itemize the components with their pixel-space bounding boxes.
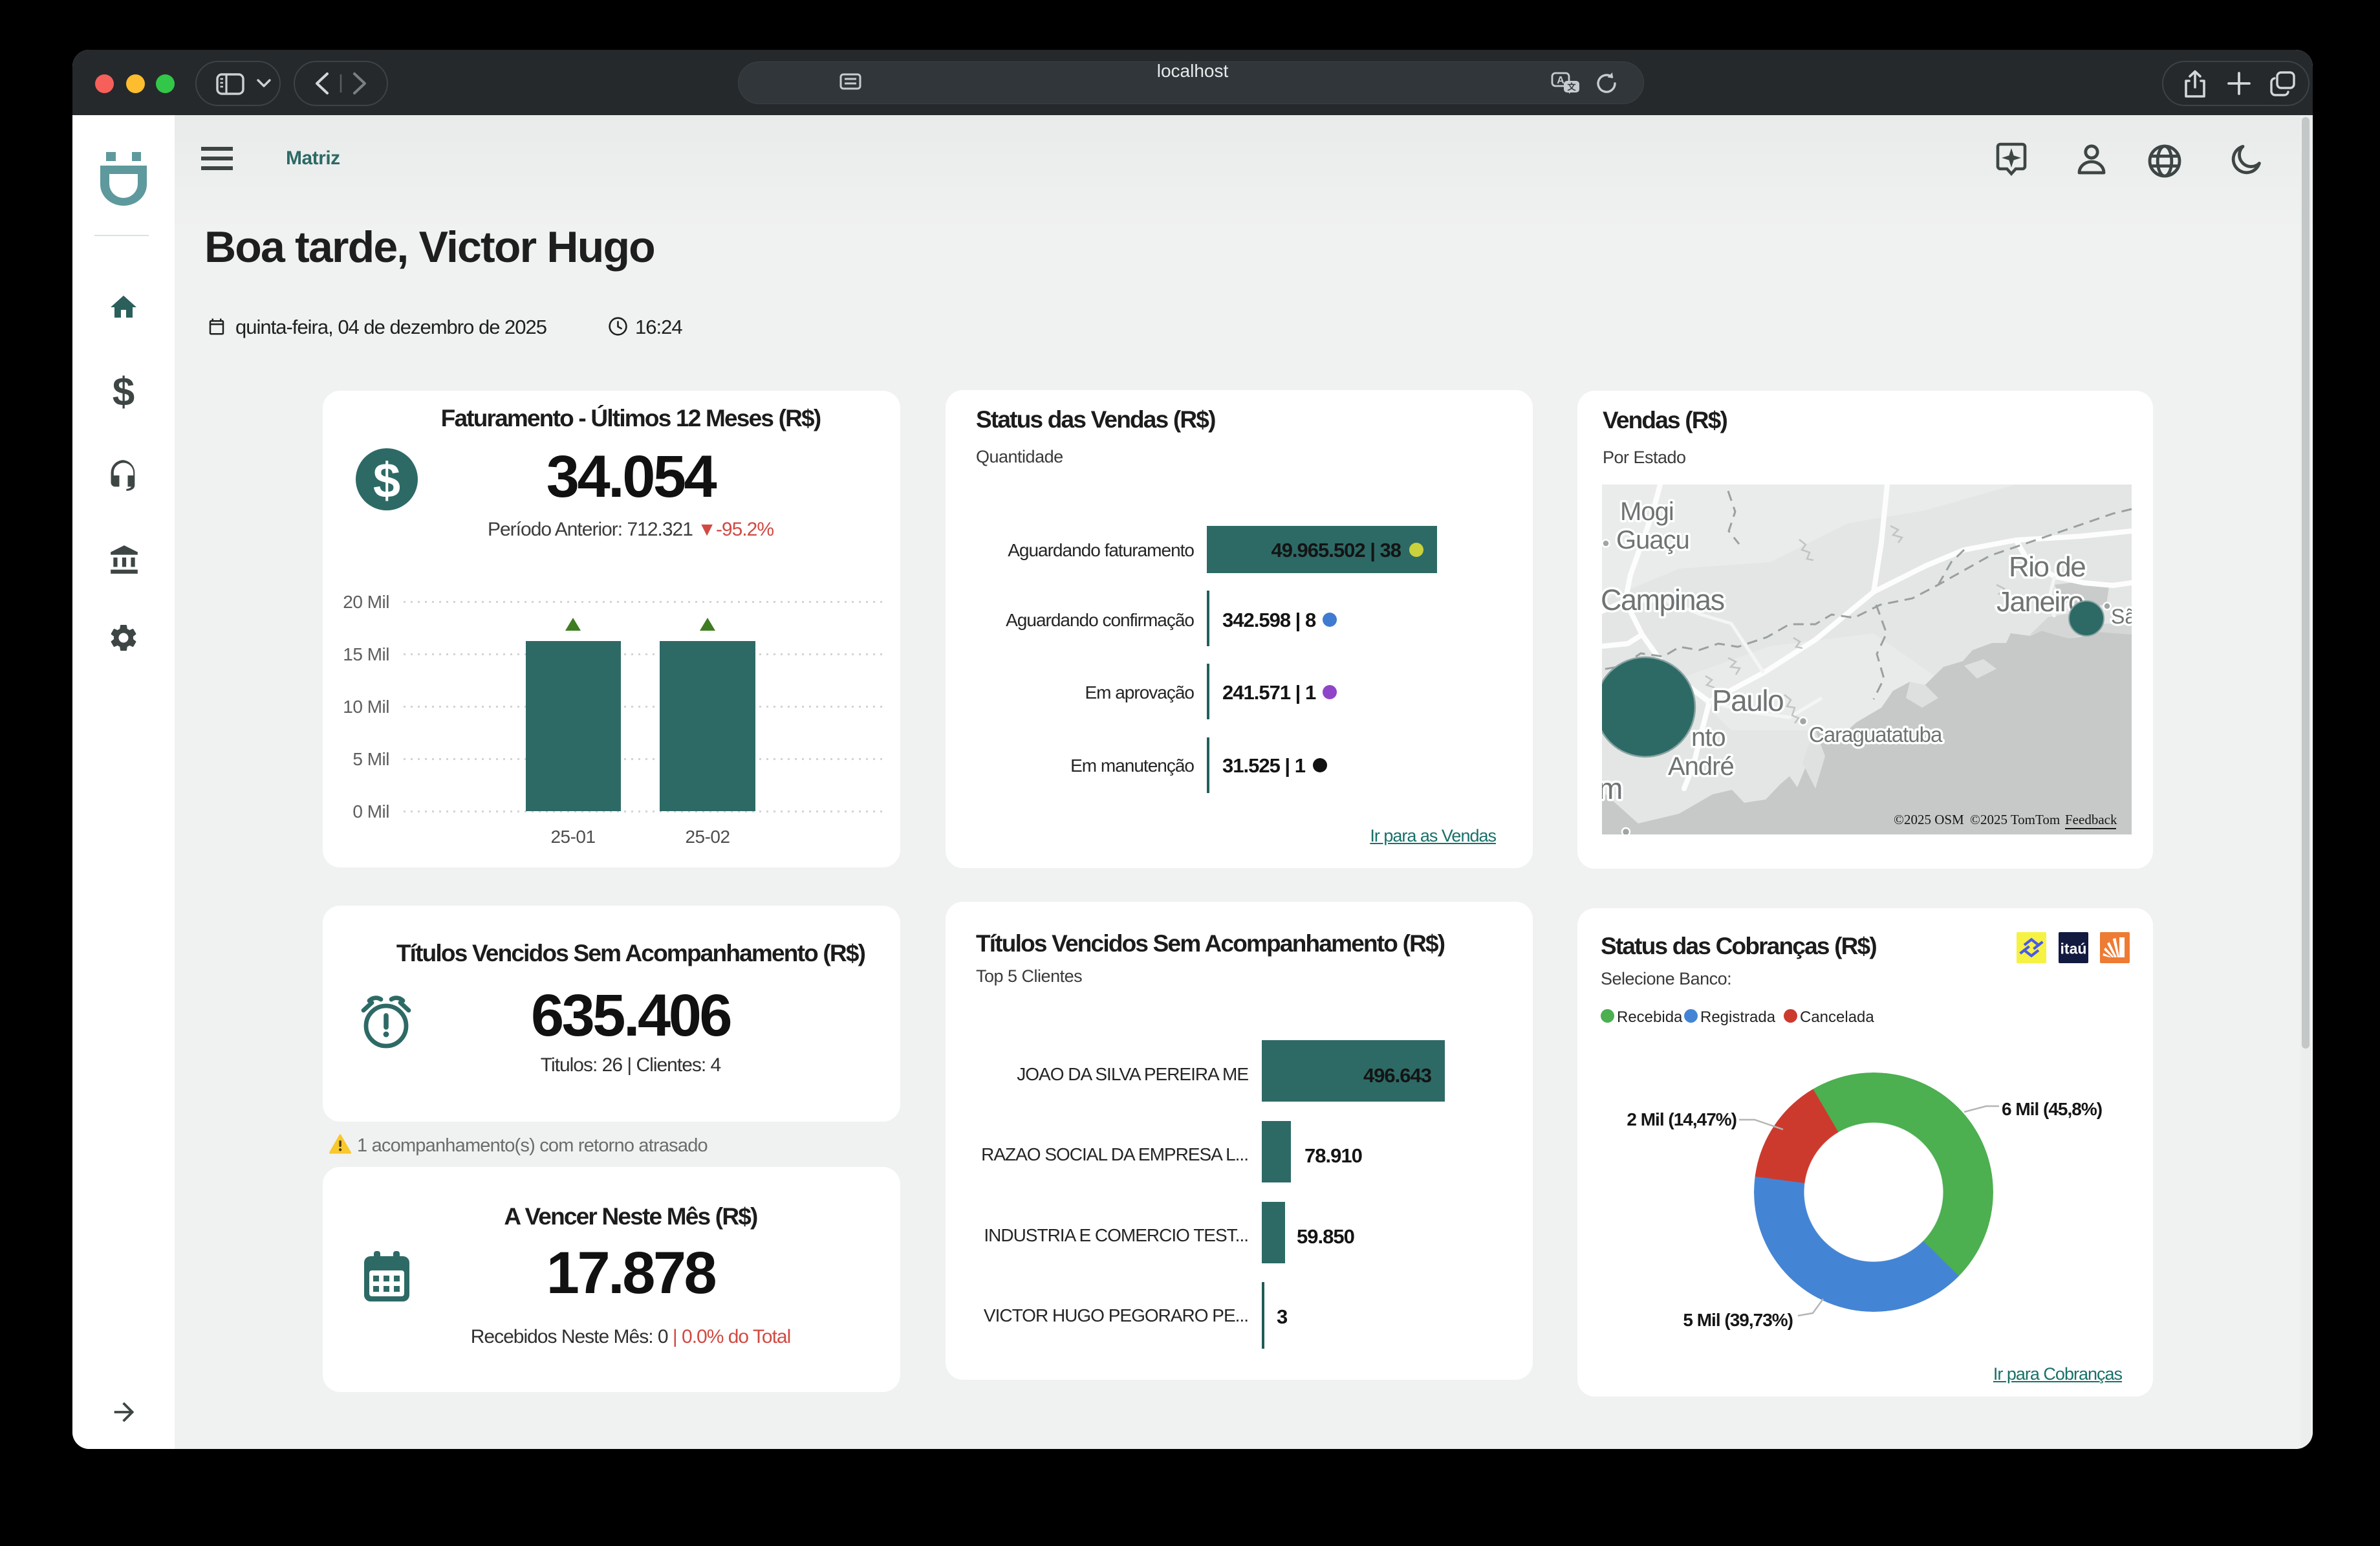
- svg-text:Mogi: Mogi: [1620, 497, 1674, 526]
- svg-text:Guaçu: Guaçu: [1616, 526, 1689, 554]
- svg-text:m: m: [1602, 772, 1623, 805]
- svg-text:Campinas: Campinas: [1602, 583, 1724, 616]
- svg-text:Rio de: Rio de: [2009, 551, 2085, 583]
- svg-text:Caraguatatuba: Caraguatatuba: [1809, 723, 1943, 746]
- svg-text:$: $: [373, 453, 400, 508]
- svg-text:Sã: Sã: [2111, 605, 2132, 628]
- svg-text:André: André: [1668, 752, 1734, 781]
- svg-text:itaú: itaú: [2061, 941, 2087, 957]
- svg-text:Janeiro: Janeiro: [1996, 586, 2083, 618]
- svg-text:Feedback: Feedback: [2065, 812, 2117, 827]
- svg-text:©2025 TomTom: ©2025 TomTom: [1970, 812, 2060, 827]
- svg-text:Paulo: Paulo: [1712, 684, 1783, 717]
- svg-text:nto: nto: [1691, 723, 1726, 752]
- svg-text:文: 文: [1567, 82, 1576, 92]
- svg-text:A: A: [1557, 75, 1564, 86]
- svg-text:©2025 OSM: ©2025 OSM: [1894, 812, 1964, 827]
